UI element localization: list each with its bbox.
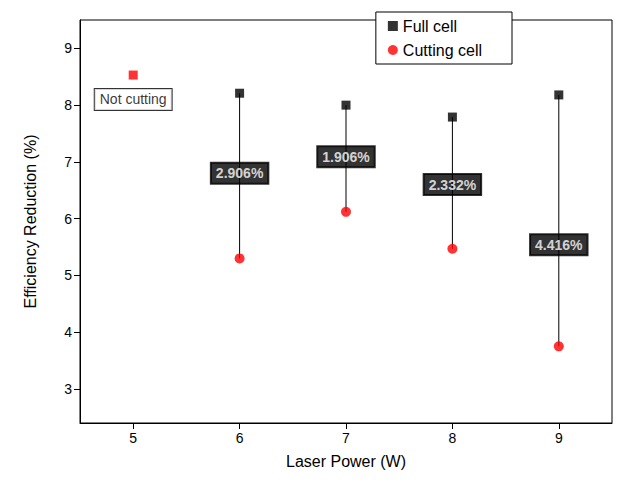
- svg-text:4.416%: 4.416%: [535, 237, 583, 253]
- svg-text:8: 8: [449, 430, 457, 446]
- svg-text:3: 3: [64, 381, 72, 397]
- svg-text:5: 5: [64, 267, 72, 283]
- svg-text:5: 5: [129, 430, 137, 446]
- svg-text:2.906%: 2.906%: [216, 165, 264, 181]
- svg-text:8: 8: [64, 97, 72, 113]
- svg-text:1.906%: 1.906%: [322, 149, 370, 165]
- svg-text:Efficiency Reduction (%): Efficiency Reduction (%): [22, 135, 39, 309]
- svg-text:6: 6: [236, 430, 244, 446]
- svg-text:9: 9: [555, 430, 563, 446]
- svg-text:Cutting cell: Cutting cell: [403, 42, 482, 59]
- svg-text:Laser Power (W): Laser Power (W): [286, 453, 406, 470]
- svg-text:Not cutting: Not cutting: [100, 91, 167, 107]
- svg-text:Full cell: Full cell: [403, 18, 457, 35]
- svg-text:4: 4: [64, 324, 72, 340]
- svg-text:6: 6: [64, 211, 72, 227]
- svg-text:7: 7: [342, 430, 350, 446]
- svg-text:2.332%: 2.332%: [429, 177, 477, 193]
- svg-text:7: 7: [64, 154, 72, 170]
- svg-text:9: 9: [64, 40, 72, 56]
